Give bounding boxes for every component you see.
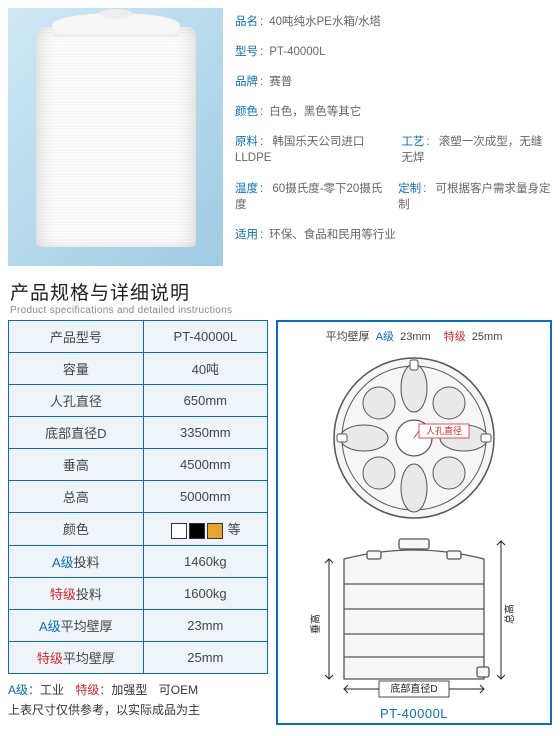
section-title-zh: 产品规格与详细说明 xyxy=(10,278,550,305)
spec-value: 40吨纯水PE水箱/水塔 xyxy=(269,14,381,30)
spec-material-process: 原料 韩国乐天公司进口LLDPE 工艺 滚塑一次成型，无缝无焊 xyxy=(235,134,552,166)
table-row: 特级投料1600kg xyxy=(9,577,268,609)
spec-model: 型号 PT-40000L xyxy=(235,44,552,60)
t-grade-label: 特级 xyxy=(444,331,466,343)
thickness-line: 平均壁厚 A级 23mm 特级 25mm xyxy=(284,328,544,344)
table-row: 人孔直径650mm xyxy=(9,385,268,417)
thickness-label: 平均壁厚 xyxy=(326,331,370,343)
table-cell-label: 颜色 xyxy=(9,513,144,546)
table-cell-value: 等 xyxy=(143,513,267,546)
spec-table: 产品型号PT-40000L容量40吨人孔直径650mm底部直径D3350mm垂高… xyxy=(8,320,268,674)
vheight-label: 垂高 xyxy=(309,614,322,634)
spec-label: 适用 xyxy=(235,227,265,243)
table-cell-label: 容量 xyxy=(9,353,144,385)
oem-text: 可OEM xyxy=(159,683,198,697)
theight-label: 总高 xyxy=(503,604,516,624)
table-row: A级平均壁厚23mm xyxy=(9,609,268,641)
table-cell-label: 垂高 xyxy=(9,449,144,481)
t-grade-value: 25mm xyxy=(472,331,503,343)
model-caption: PT-40000L xyxy=(284,706,544,721)
diameter-label: 底部直径D xyxy=(390,682,437,695)
table-cell-value: 4500mm xyxy=(143,449,267,481)
spec-value: 白色，黑色等其它 xyxy=(269,104,361,120)
table-cell-value: 650mm xyxy=(143,385,267,417)
spec-value: 赛普 xyxy=(269,74,292,90)
table-row: 垂高4500mm xyxy=(9,449,268,481)
t-grade-label: 特级： xyxy=(75,683,111,697)
table-cell-value: 25mm xyxy=(143,641,267,673)
spec-list: 品名 40吨纯水PE水箱/水塔 型号 PT-40000L 品牌 赛普 颜色 白色… xyxy=(235,8,552,266)
table-row: 产品型号PT-40000L xyxy=(9,321,268,353)
a-grade-label: A级： xyxy=(8,683,40,697)
table-cell-label: 特级平均壁厚 xyxy=(9,641,144,673)
diagram-box: 平均壁厚 A级 23mm 特级 25mm xyxy=(276,320,552,725)
side-view-diagram: 垂高 总高 底部直径D xyxy=(289,529,539,704)
spec-label: 颜色 xyxy=(235,104,265,120)
a-grade-value: 23mm xyxy=(400,331,431,343)
footnotes: A级：工业 特级：加强型 可OEM 上表尺寸仅供参考，以实际成品为主 xyxy=(8,680,268,721)
spec-temp-custom: 温度 60摄氏度-零下20摄氏度 定制 可根据客户需求量身定制 xyxy=(235,181,552,213)
table-and-notes: 产品型号PT-40000L容量40吨人孔直径650mm底部直径D3350mm垂高… xyxy=(8,320,268,725)
top-section: 品名 40吨纯水PE水箱/水塔 型号 PT-40000L 品牌 赛普 颜色 白色… xyxy=(0,0,560,274)
tank-illustration xyxy=(36,27,196,247)
table-cell-value: PT-40000L xyxy=(143,321,267,353)
a-grade-text: 工业 xyxy=(40,683,64,697)
a-grade-label: A级 xyxy=(376,331,394,343)
table-row: 特级平均壁厚25mm xyxy=(9,641,268,673)
table-cell-label: A级平均壁厚 xyxy=(9,609,144,641)
spec-application: 适用 环保、食品和民用等行业 xyxy=(235,227,552,243)
spec-value: 环保、食品和民用等行业 xyxy=(269,227,396,243)
color-swatch xyxy=(189,523,205,539)
table-cell-label: 底部直径D xyxy=(9,417,144,449)
spec-value: PT-40000L xyxy=(269,44,325,60)
color-swatch xyxy=(207,523,223,539)
table-cell-label: 产品型号 xyxy=(9,321,144,353)
table-cell-label: 总高 xyxy=(9,481,144,513)
table-cell-value: 1600kg xyxy=(143,577,267,609)
table-cell-value: 23mm xyxy=(143,609,267,641)
manhole-label: 人孔直径 xyxy=(426,425,462,436)
section-title: 产品规格与详细说明 Product specifications and det… xyxy=(0,274,560,316)
spec-color: 颜色 白色，黑色等其它 xyxy=(235,104,552,120)
table-row: A级投料1460kg xyxy=(9,545,268,577)
spec-label: 温度 xyxy=(235,183,265,195)
table-cell-label: A级投料 xyxy=(9,545,144,577)
spec-label: 型号 xyxy=(235,44,265,60)
table-cell-value: 3350mm xyxy=(143,417,267,449)
spec-label: 定制 xyxy=(398,183,428,195)
footnote-disclaimer: 上表尺寸仅供参考，以实际成品为主 xyxy=(8,700,268,720)
spec-label: 工艺 xyxy=(401,136,431,148)
table-row: 总高5000mm xyxy=(9,481,268,513)
table-cell-value: 40吨 xyxy=(143,353,267,385)
section-title-en: Product specifications and detailed inst… xyxy=(10,305,550,316)
spec-name: 品名 40吨纯水PE水箱/水塔 xyxy=(235,14,552,30)
table-row: 颜色 等 xyxy=(9,513,268,546)
table-row: 底部直径D3350mm xyxy=(9,417,268,449)
table-cell-label: 特级投料 xyxy=(9,577,144,609)
spec-label: 品牌 xyxy=(235,74,265,90)
spec-label: 品名 xyxy=(235,14,265,30)
t-grade-text: 加强型 xyxy=(111,683,147,697)
spec-brand: 品牌 赛普 xyxy=(235,74,552,90)
top-view-diagram: 人孔直径 xyxy=(319,348,509,523)
product-photo xyxy=(8,8,223,266)
color-swatch xyxy=(171,523,187,539)
footnote-grades: A级：工业 特级：加强型 可OEM xyxy=(8,680,268,700)
table-cell-value: 1460kg xyxy=(143,545,267,577)
table-cell-label: 人孔直径 xyxy=(9,385,144,417)
table-cell-value: 5000mm xyxy=(143,481,267,513)
spec-label: 原料 xyxy=(235,136,265,148)
table-row: 容量40吨 xyxy=(9,353,268,385)
bottom-section: 产品型号PT-40000L容量40吨人孔直径650mm底部直径D3350mm垂高… xyxy=(0,316,560,733)
